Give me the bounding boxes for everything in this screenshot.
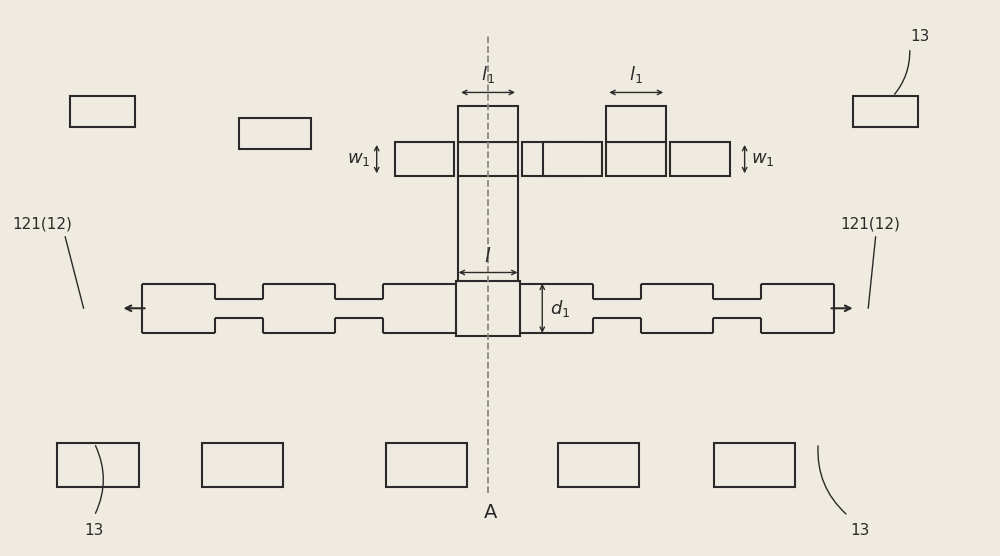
Bar: [670, 142, 730, 176]
Bar: [853, 96, 918, 127]
Bar: [558, 443, 639, 487]
Bar: [456, 281, 520, 336]
Bar: [202, 443, 283, 487]
Bar: [70, 96, 135, 127]
Text: $l_1$: $l_1$: [481, 64, 495, 85]
Text: $w_1$: $w_1$: [347, 150, 371, 168]
Text: 13: 13: [850, 523, 870, 538]
Text: $l_1$: $l_1$: [629, 64, 643, 85]
Text: $w_1$: $w_1$: [751, 150, 774, 168]
Bar: [606, 106, 666, 142]
Text: 13: 13: [85, 523, 104, 538]
Bar: [239, 118, 311, 148]
Bar: [395, 142, 454, 176]
Text: 121(12): 121(12): [840, 216, 900, 231]
Bar: [714, 443, 795, 487]
Bar: [543, 142, 602, 176]
Text: A: A: [483, 503, 497, 522]
Bar: [458, 106, 518, 142]
Text: $d_1$: $d_1$: [550, 298, 571, 319]
Text: 121(12): 121(12): [13, 216, 73, 231]
Text: $l$: $l$: [484, 247, 492, 266]
Bar: [386, 443, 467, 487]
Bar: [522, 142, 582, 176]
Bar: [606, 142, 666, 176]
Text: 13: 13: [910, 29, 929, 44]
Bar: [57, 443, 139, 487]
Bar: [458, 142, 518, 176]
